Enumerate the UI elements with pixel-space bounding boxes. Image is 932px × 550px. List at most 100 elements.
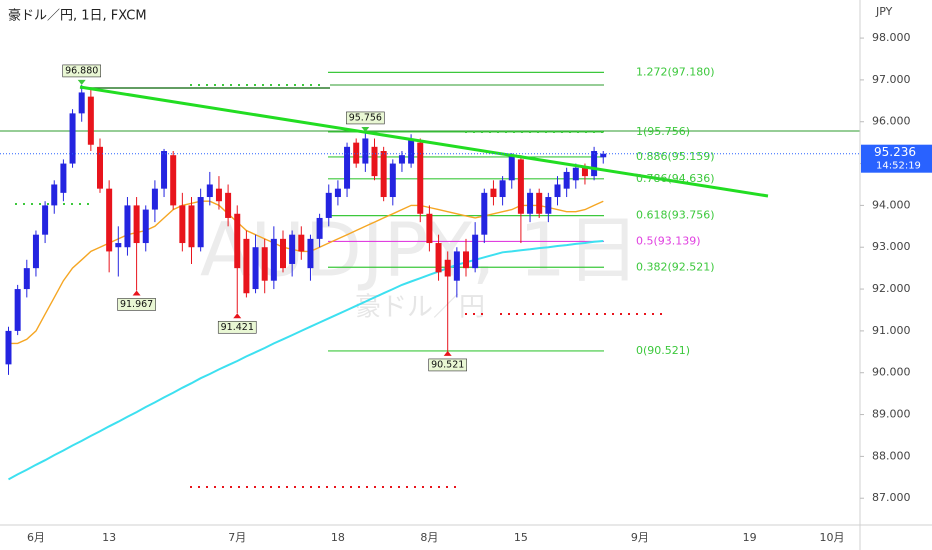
candle-body	[572, 167, 579, 181]
annotation-label: 90.521	[431, 359, 464, 370]
y-tick-label: 93.000	[872, 240, 911, 253]
y-tick-label: 90.000	[872, 366, 911, 379]
candle-body	[69, 113, 76, 164]
x-tick-label: 10月	[820, 531, 845, 544]
candle-body	[472, 234, 479, 269]
candle-body	[490, 188, 497, 198]
x-tick-label: 7月	[228, 531, 246, 544]
y-tick-label: 88.000	[872, 449, 911, 462]
fib-label: 0.886(95.159)	[636, 150, 715, 163]
fib-label: 1(95.756)	[636, 125, 690, 138]
candle-body	[42, 205, 49, 235]
y-tick-label: 98.000	[872, 31, 911, 44]
candle-body	[151, 188, 158, 210]
candle-body	[344, 146, 351, 189]
y-tick-label: 96.000	[872, 115, 911, 128]
candle-body	[325, 192, 332, 218]
candle-body	[161, 151, 168, 189]
candle-body	[389, 163, 396, 198]
candle-body	[142, 209, 149, 244]
candle-body	[234, 213, 241, 269]
candle-body	[261, 247, 268, 281]
candle-body	[133, 205, 140, 244]
candle-body	[362, 138, 369, 164]
price-box	[861, 144, 932, 173]
x-tick-label: 15	[514, 531, 528, 544]
swing-marker	[233, 313, 242, 319]
candle-body	[32, 234, 39, 269]
annotation-box	[117, 298, 156, 311]
candle-body	[563, 171, 570, 189]
candle-body	[14, 289, 21, 331]
candle-body	[289, 234, 296, 264]
trendline	[79, 85, 769, 198]
candle-body	[517, 159, 524, 214]
annotation-box	[62, 64, 102, 78]
countdown: 14:52:19	[876, 161, 921, 172]
price-label: 95.236	[874, 145, 916, 159]
y-tick-label: 92.000	[872, 282, 911, 295]
candle-body	[78, 92, 85, 114]
candle-body	[499, 180, 506, 198]
axis-unit: JPY	[875, 5, 893, 18]
fib-label: 0(90.521)	[636, 344, 690, 357]
x-tick-label: 8月	[420, 531, 438, 544]
candle-body	[307, 238, 314, 269]
candle-body	[5, 330, 12, 365]
candle-body	[380, 151, 387, 198]
fib-label: 0.618(93.756)	[636, 209, 715, 222]
x-tick-label: 9月	[631, 531, 649, 544]
x-tick-label: 6月	[27, 531, 45, 544]
candle-body	[435, 243, 442, 273]
candle-body	[197, 197, 204, 248]
candle-body	[188, 205, 195, 248]
annotation-label: 91.967	[120, 299, 153, 310]
candle-body	[408, 138, 415, 164]
annotation-label: 96.880	[65, 65, 98, 76]
ma-line	[8, 240, 604, 481]
fib-label: 0.786(94.636)	[636, 172, 715, 185]
annotation-label: 95.756	[349, 112, 382, 123]
candle-body	[215, 188, 222, 202]
candle-body	[398, 155, 405, 164]
candle-body	[179, 205, 186, 244]
y-tick-label: 97.000	[872, 73, 911, 86]
y-tick-label: 94.000	[872, 198, 911, 211]
annotation-box	[428, 358, 468, 372]
annotation-box	[217, 320, 257, 334]
candle-body	[591, 151, 598, 177]
candle-body	[481, 192, 488, 235]
y-tick-label: 91.000	[872, 324, 911, 337]
candle-body	[243, 238, 250, 294]
candle-body	[298, 234, 305, 252]
x-tick-label: 18	[331, 531, 345, 544]
candle-body	[600, 153, 607, 158]
candle-body	[536, 192, 543, 214]
swing-marker	[77, 79, 86, 85]
fib-label: 1.272(97.180)	[636, 65, 715, 78]
candle-body	[353, 142, 360, 164]
candle-body	[252, 247, 259, 290]
candle-body	[51, 184, 58, 206]
candle-body	[508, 155, 515, 181]
candle-body	[270, 238, 277, 281]
candle-body	[453, 251, 460, 281]
swing-marker	[443, 350, 452, 356]
candle-body	[463, 251, 469, 269]
chart-title: 豪ドル／円, 1日, FXCM	[8, 8, 147, 24]
candle-body	[115, 243, 122, 248]
fib-label: 0.5(93.139)	[636, 234, 701, 247]
annotation-box	[346, 111, 385, 125]
x-tick-label: 13	[102, 531, 116, 544]
candle-body	[316, 217, 323, 239]
candle-body	[280, 238, 286, 269]
candle-body	[426, 213, 433, 244]
fib-label: 0.382(92.521)	[636, 260, 715, 273]
swing-marker	[132, 290, 141, 296]
y-tick-label: 89.000	[872, 408, 911, 421]
candle-body	[417, 142, 424, 214]
candle-body	[545, 197, 552, 214]
candle-body	[170, 155, 177, 206]
